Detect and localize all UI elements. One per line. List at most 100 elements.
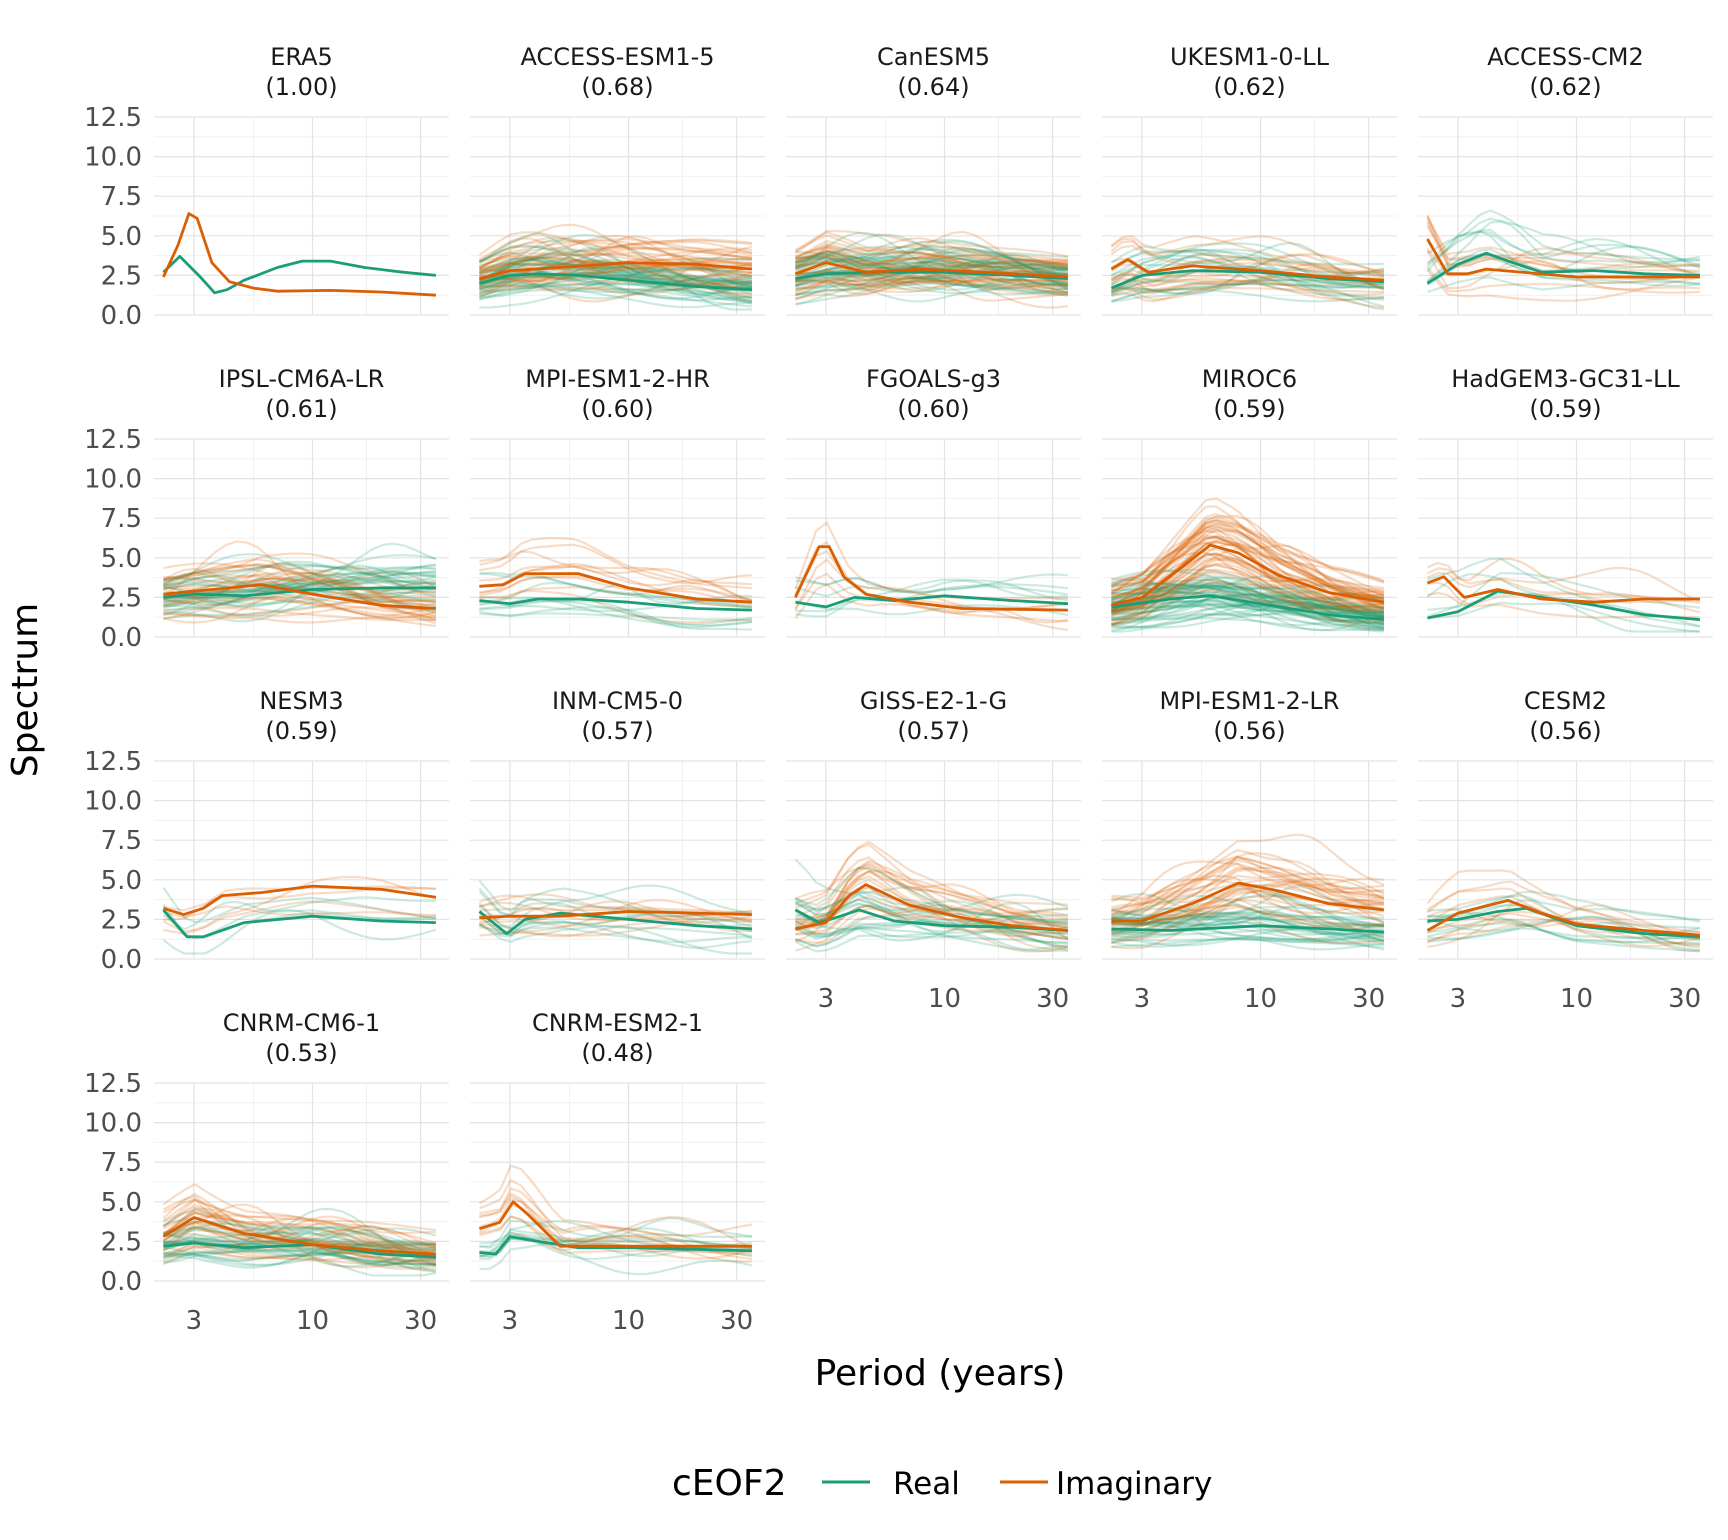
member-line-real (1426, 209, 1700, 272)
member-line-imaginary (1110, 534, 1384, 603)
series-line-real (794, 908, 1068, 932)
member-line-real (795, 259, 1068, 277)
member-line-real (163, 1236, 436, 1257)
member-line-real (163, 596, 436, 623)
member-line-real (1110, 582, 1384, 632)
member-line-imaginary (163, 596, 437, 628)
member-line-real (1110, 242, 1385, 295)
member-line-real (795, 894, 1069, 949)
member-line-imaginary (1111, 882, 1384, 915)
member-line-real (795, 261, 1068, 286)
panel-score: (0.56) (1213, 717, 1285, 745)
member-line-real (795, 260, 1068, 305)
member-line-imaginary (478, 239, 753, 267)
series-line-imaginary (479, 261, 753, 280)
series-line-real (479, 597, 752, 612)
member-line-imaginary (795, 903, 1068, 951)
member-line-imaginary (478, 265, 753, 299)
member-line-real (1111, 906, 1384, 941)
member-line-real (163, 1246, 437, 1264)
member-line-real (795, 914, 1068, 936)
series-line-imaginary (479, 572, 752, 604)
member-line-real (163, 585, 437, 618)
member-line-imaginary (795, 279, 1068, 291)
member-line-imaginary (1110, 268, 1384, 285)
member-line-imaginary (795, 870, 1069, 941)
member-line-imaginary (795, 264, 1068, 289)
member-line-imaginary (795, 865, 1069, 925)
member-line-imaginary (479, 264, 752, 290)
member-line-real (1110, 256, 1384, 293)
y-tick-label: 10.0 (84, 143, 142, 173)
member-line-imaginary (479, 576, 753, 601)
member-line-real (1111, 603, 1384, 627)
panel-score: (0.57) (581, 717, 653, 745)
member-line-imaginary (795, 252, 1069, 294)
member-line-real (1111, 585, 1385, 619)
member-line-imaginary (1111, 859, 1385, 905)
member-line-real (795, 245, 1069, 276)
member-line-imaginary (1111, 553, 1385, 624)
member-line-real (163, 1245, 437, 1277)
legend-title: cEOF2 (672, 1463, 787, 1504)
member-line-imaginary (1111, 556, 1385, 617)
member-line-imaginary (795, 886, 1069, 923)
member-line-real (795, 578, 1069, 618)
member-line-imaginary (479, 584, 753, 603)
member-line-imaginary (1110, 521, 1385, 607)
y-tick-label: 7.5 (101, 826, 142, 856)
member-line-imaginary (163, 570, 437, 591)
member-line-imaginary (1111, 558, 1385, 619)
member-line-imaginary (479, 1194, 753, 1249)
member-line-real (1111, 580, 1385, 631)
x-tick-label: 10 (928, 984, 961, 1014)
member-line-real (479, 251, 753, 278)
member-line-imaginary (795, 904, 1068, 936)
member-line-imaginary (795, 886, 1069, 931)
panel-score: (0.57) (897, 717, 969, 745)
member-line-imaginary (794, 856, 1068, 919)
series-line-imaginary (1111, 543, 1385, 607)
member-line-real (1111, 261, 1385, 311)
panel-title: ERA5 (270, 43, 333, 71)
panel-score: (0.64) (897, 73, 969, 101)
member-line-real (163, 1241, 437, 1267)
member-line-imaginary (163, 597, 437, 622)
panel: MPI-ESM1-2-LR(0.56) 3 10 30 (1102, 687, 1397, 1014)
member-line-imaginary (1111, 866, 1384, 921)
member-line-real (795, 233, 1068, 270)
y-tick-label: 2.5 (101, 261, 142, 291)
member-line-real (163, 570, 436, 599)
member-line-imaginary (794, 229, 1069, 266)
member-line-imaginary (795, 878, 1068, 927)
member-line-imaginary (1111, 849, 1384, 914)
member-line-imaginary (1111, 279, 1384, 296)
member-line-imaginary (795, 870, 1069, 926)
member-line-imaginary (794, 256, 1068, 279)
member-line-imaginary (1111, 525, 1385, 605)
panel-score: (0.59) (265, 717, 337, 745)
member-line-real (479, 599, 752, 629)
member-line-imaginary (795, 249, 1069, 277)
member-line-real (163, 1225, 437, 1259)
member-line-real (163, 571, 436, 590)
member-line-imaginary (163, 1243, 437, 1267)
series-line-real (478, 910, 752, 936)
series-line-real (162, 254, 437, 295)
member-line-real (163, 1226, 436, 1267)
member-line-real (478, 920, 752, 943)
member-line-real (1110, 245, 1385, 288)
panel-score: (0.61) (265, 395, 337, 423)
x-tick-label: 3 (502, 1306, 519, 1336)
member-line-imaginary (1111, 512, 1385, 600)
member-line-imaginary (795, 278, 1068, 301)
member-line-imaginary (479, 1192, 752, 1256)
member-line-imaginary (479, 565, 753, 603)
panel-score: (0.62) (1529, 73, 1601, 101)
member-line-imaginary (479, 256, 752, 287)
member-line-imaginary (1111, 266, 1385, 292)
member-line-real (795, 921, 1068, 948)
x-tick-label: 3 (1134, 984, 1151, 1014)
